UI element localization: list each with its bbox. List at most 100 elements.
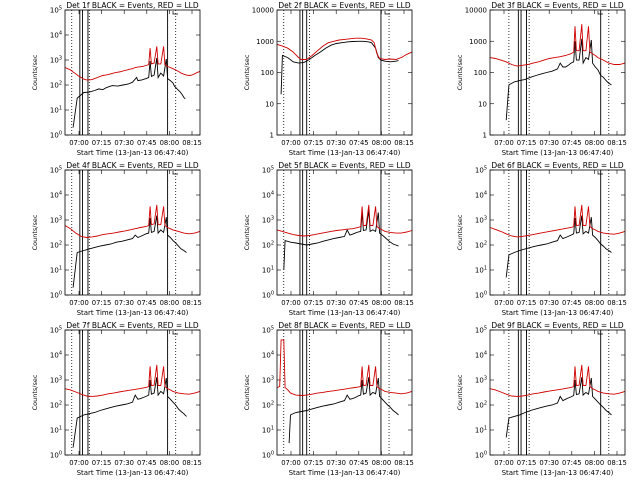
y-tick-label: 1 [483, 132, 487, 140]
y-tick-label: 104 [50, 351, 62, 360]
series-events-line [288, 377, 399, 444]
chart-title: Det 9f BLACK = Events, RED = LLD [491, 321, 624, 330]
x-tick-label: 07:30 [326, 459, 346, 467]
panel-det-6f: Det 6f BLACK = Events, RED = LLD Counts/s… [456, 161, 627, 317]
x-tick-label: 07:30 [114, 139, 134, 147]
chart-title: Det 2f BLACK = Events, RED = LLD [278, 1, 411, 10]
y-axis-label: Counts/sec [31, 374, 39, 410]
x-tick-label: 07:15 [304, 139, 324, 147]
series-events-line [72, 57, 186, 128]
series-lld-line [276, 339, 413, 396]
y-tick-label: 100 [50, 291, 62, 300]
x-tick-label: 07:15 [517, 299, 537, 307]
x-tick-label: 07:00 [494, 299, 514, 307]
x-tick-label: 07:00 [69, 459, 89, 467]
y-axis-label: Counts/sec [31, 54, 39, 90]
y-tick-label: 105 [475, 166, 487, 175]
y-tick-label: 100 [474, 69, 487, 77]
y-axis-label: Counts/sec [243, 374, 251, 410]
x-tick-label: 07:30 [539, 459, 559, 467]
panel-det-1f: Det 1f BLACK = Events, RED = LLD Counts/s… [31, 1, 202, 157]
y-tick-label: 102 [262, 241, 274, 250]
y-tick-label: 104 [262, 191, 274, 200]
flag-mark [172, 11, 178, 15]
y-tick-label: 100 [475, 451, 487, 460]
y-tick-label: 104 [50, 31, 62, 40]
x-tick-label: 07:15 [304, 459, 324, 467]
y-tick-label: 101 [50, 106, 62, 115]
x-tick-label: 08:00 [160, 139, 180, 147]
y-tick-label: 105 [50, 326, 62, 335]
plot-frame [276, 329, 413, 456]
panel-det-9f: Det 9f BLACK = Events, RED = LLD Counts/s… [456, 321, 627, 477]
x-tick-label: 07:30 [326, 299, 346, 307]
plot-frame [64, 9, 201, 136]
y-tick-label: 102 [262, 401, 274, 410]
flag-mark [172, 331, 178, 335]
x-tick-label: 08:15 [182, 459, 202, 467]
plot-frame [489, 169, 626, 296]
y-tick-label: 104 [475, 351, 487, 360]
panel-det-8f: Det 8f BLACK = Events, RED = LLD Counts/s… [243, 321, 414, 477]
x-tick-label: 08:15 [394, 459, 414, 467]
x-tick-label: 07:45 [349, 459, 369, 467]
series-lld-line [64, 364, 201, 397]
x-tick-label: 07:30 [114, 299, 134, 307]
y-tick-label: 1 [270, 132, 274, 140]
y-tick-label: 101 [262, 426, 274, 435]
y-tick-label: 103 [50, 376, 62, 385]
y-tick-label: 10000 [465, 7, 487, 15]
plot-frame [64, 329, 201, 456]
y-tick-label: 101 [475, 426, 487, 435]
panel-det-2f: Det 2f BLACK = Events, RED = LLD Counts/s… [243, 1, 414, 157]
chart-title: Det 1f BLACK = Events, RED = LLD [66, 1, 199, 10]
x-axis-label: Start Time (13-Jan-13 06:47:40) [289, 309, 401, 317]
plot-frame [276, 169, 413, 296]
y-axis-label: Counts/sec [456, 54, 464, 90]
y-axis-label: Counts/sec [456, 374, 464, 410]
y-tick-label: 104 [475, 191, 487, 200]
y-tick-label: 101 [475, 266, 487, 275]
x-tick-label: 07:00 [494, 139, 514, 147]
chart-title: Det 6f BLACK = Events, RED = LLD [491, 161, 624, 170]
x-tick-label: 07:00 [281, 139, 301, 147]
x-tick-label: 08:15 [394, 139, 414, 147]
x-axis-label: Start Time (13-Jan-13 06:47:40) [502, 309, 614, 317]
y-tick-label: 102 [50, 401, 62, 410]
y-tick-label: 100 [262, 291, 274, 300]
x-tick-label: 07:45 [349, 139, 369, 147]
series-lld-line [489, 24, 626, 67]
x-tick-label: 08:00 [372, 139, 392, 147]
panel-det-5f: Det 5f BLACK = Events, RED = LLD Counts/s… [243, 161, 414, 317]
flag-mark [384, 11, 390, 15]
y-tick-label: 103 [475, 216, 487, 225]
y-axis-label: Counts/sec [243, 214, 251, 250]
x-axis-label: Start Time (13-Jan-13 06:47:40) [77, 149, 189, 157]
x-tick-label: 08:15 [607, 139, 627, 147]
x-tick-label: 07:45 [562, 459, 582, 467]
series-events-line [505, 38, 612, 121]
x-axis-label: Start Time (13-Jan-13 06:47:40) [77, 309, 189, 317]
x-tick-label: 08:00 [160, 459, 180, 467]
x-tick-label: 08:00 [372, 459, 392, 467]
y-tick-label: 105 [262, 166, 274, 175]
x-tick-label: 07:15 [517, 139, 537, 147]
series-lld-line [489, 364, 626, 397]
y-tick-label: 103 [50, 216, 62, 225]
plot-frame [489, 329, 626, 456]
series-lld-line [276, 37, 413, 60]
plot-frame [276, 9, 413, 136]
y-axis-label: Counts/sec [31, 214, 39, 250]
x-tick-label: 08:15 [182, 299, 202, 307]
panel-det-3f: Det 3f BLACK = Events, RED = LLD Counts/s… [456, 1, 627, 157]
x-axis-label: Start Time (13-Jan-13 06:47:40) [502, 149, 614, 157]
y-axis-label: Counts/sec [456, 214, 464, 250]
y-tick-label: 103 [262, 216, 274, 225]
y-tick-label: 100 [261, 69, 274, 77]
y-tick-label: 100 [50, 451, 62, 460]
y-tick-label: 104 [262, 351, 274, 360]
y-tick-label: 103 [475, 376, 487, 385]
x-tick-label: 07:00 [494, 459, 514, 467]
y-tick-label: 105 [50, 6, 62, 15]
